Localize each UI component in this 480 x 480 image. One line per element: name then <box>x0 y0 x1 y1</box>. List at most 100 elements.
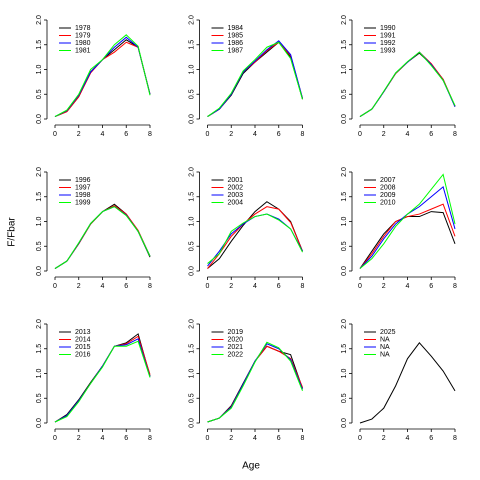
x-tick-label: 2 <box>382 435 386 442</box>
y-tick-label: 1.0 <box>188 65 195 75</box>
legend-label: 2020 <box>228 336 244 343</box>
y-tick-label: 2.0 <box>36 319 43 329</box>
legend-label: 2001 <box>228 177 244 184</box>
legend-label: 1978 <box>75 25 91 32</box>
x-tick-label: 6 <box>277 283 281 290</box>
y-tick-label: 0.5 <box>36 393 43 403</box>
x-tick-label: 2 <box>77 435 81 442</box>
legend-label: 2007 <box>380 177 396 184</box>
legend-label: NA <box>380 336 390 343</box>
x-tick-label: 0 <box>358 435 362 442</box>
y-tick-label: 0.5 <box>341 89 348 99</box>
x-tick-label: 2 <box>77 283 81 290</box>
y-tick-label: 0.0 <box>36 266 43 276</box>
x-axis-label: Age <box>242 461 260 472</box>
legend-label: 1986 <box>228 40 244 47</box>
legend-label: 1979 <box>75 32 91 39</box>
legend-label: 1999 <box>75 199 91 206</box>
y-tick-label: 0.0 <box>341 418 348 428</box>
series-line <box>359 203 456 269</box>
x-tick-label: 8 <box>453 131 457 138</box>
series-line <box>207 206 303 269</box>
x-tick-label: 8 <box>301 435 305 442</box>
x-tick-label: 4 <box>253 435 257 442</box>
x-tick-label: 0 <box>358 131 362 138</box>
x-tick-label: 2 <box>382 283 386 290</box>
series-line <box>54 34 151 117</box>
x-tick-label: 6 <box>429 435 433 442</box>
y-tick-label: 0.5 <box>188 89 195 99</box>
legend-label: 2016 <box>75 351 91 358</box>
y-tick-label: 2.0 <box>341 319 348 329</box>
series-line <box>207 40 303 117</box>
y-tick-label: 2.0 <box>341 167 348 177</box>
x-tick-label: 0 <box>53 283 57 290</box>
x-tick-label: 0 <box>358 283 362 290</box>
y-tick-label: 0.5 <box>36 89 43 99</box>
series-line <box>207 341 303 423</box>
y-tick-label: 0.5 <box>341 393 348 403</box>
series-line <box>207 213 303 264</box>
legend-label: NA <box>380 351 390 358</box>
y-tick-label: 0.0 <box>188 266 195 276</box>
legend-label: 1984 <box>228 25 244 32</box>
x-tick-label: 2 <box>229 131 233 138</box>
y-tick-label: 0.5 <box>188 241 195 251</box>
x-tick-label: 6 <box>429 283 433 290</box>
x-tick-label: 0 <box>206 435 210 442</box>
legend-label: 1993 <box>380 47 396 54</box>
y-tick-label: 1.5 <box>188 344 195 354</box>
x-tick-label: 4 <box>406 435 410 442</box>
x-tick-label: 2 <box>382 131 386 138</box>
legend-label: 1997 <box>75 184 91 191</box>
y-tick-label: 1.0 <box>188 217 195 227</box>
x-tick-label: 2 <box>229 435 233 442</box>
x-tick-label: 0 <box>53 435 57 442</box>
series-line <box>54 206 151 269</box>
x-tick-label: 8 <box>453 283 457 290</box>
legend-label: 1998 <box>75 192 91 199</box>
series-line <box>359 51 456 117</box>
y-tick-label: 1.0 <box>36 65 43 75</box>
legend-label: 2013 <box>75 329 91 336</box>
legend-label: 2004 <box>228 199 244 206</box>
x-tick-label: 8 <box>148 283 152 290</box>
y-tick-label: 0.0 <box>341 114 348 124</box>
y-tick-label: 0.0 <box>341 266 348 276</box>
x-tick-label: 4 <box>253 283 257 290</box>
legend-label: 1991 <box>380 32 396 39</box>
y-tick-label: 1.5 <box>341 344 348 354</box>
y-tick-label: 0.0 <box>188 114 195 124</box>
x-tick-label: 8 <box>148 131 152 138</box>
y-tick-label: 1.0 <box>36 217 43 227</box>
x-tick-label: 6 <box>124 131 128 138</box>
y-tick-label: 1.0 <box>188 369 195 379</box>
legend-label: 2009 <box>380 192 396 199</box>
legend-label: 1985 <box>228 32 244 39</box>
x-tick-label: 2 <box>77 131 81 138</box>
legend-label: 1980 <box>75 40 91 47</box>
x-tick-label: 0 <box>53 131 57 138</box>
series-line <box>207 41 303 117</box>
x-tick-label: 6 <box>429 131 433 138</box>
legend-label: NA <box>380 344 390 351</box>
legend-label: 2003 <box>228 192 244 199</box>
x-tick-label: 2 <box>229 283 233 290</box>
y-tick-label: 1.0 <box>341 65 348 75</box>
x-tick-label: 0 <box>206 131 210 138</box>
x-tick-label: 4 <box>406 283 410 290</box>
y-tick-label: 1.5 <box>36 192 43 202</box>
y-tick-label: 0.0 <box>36 114 43 124</box>
y-tick-label: 1.5 <box>341 40 348 50</box>
legend-label: 2021 <box>228 344 244 351</box>
y-tick-label: 1.0 <box>341 369 348 379</box>
y-tick-label: 0.5 <box>188 393 195 403</box>
x-tick-label: 8 <box>453 435 457 442</box>
x-tick-label: 6 <box>277 435 281 442</box>
y-tick-label: 1.5 <box>188 40 195 50</box>
legend-label: 2025 <box>380 329 396 336</box>
legend-label: 2010 <box>380 199 396 206</box>
series-line <box>359 342 456 424</box>
y-tick-label: 0.0 <box>188 418 195 428</box>
y-tick-label: 1.5 <box>188 192 195 202</box>
